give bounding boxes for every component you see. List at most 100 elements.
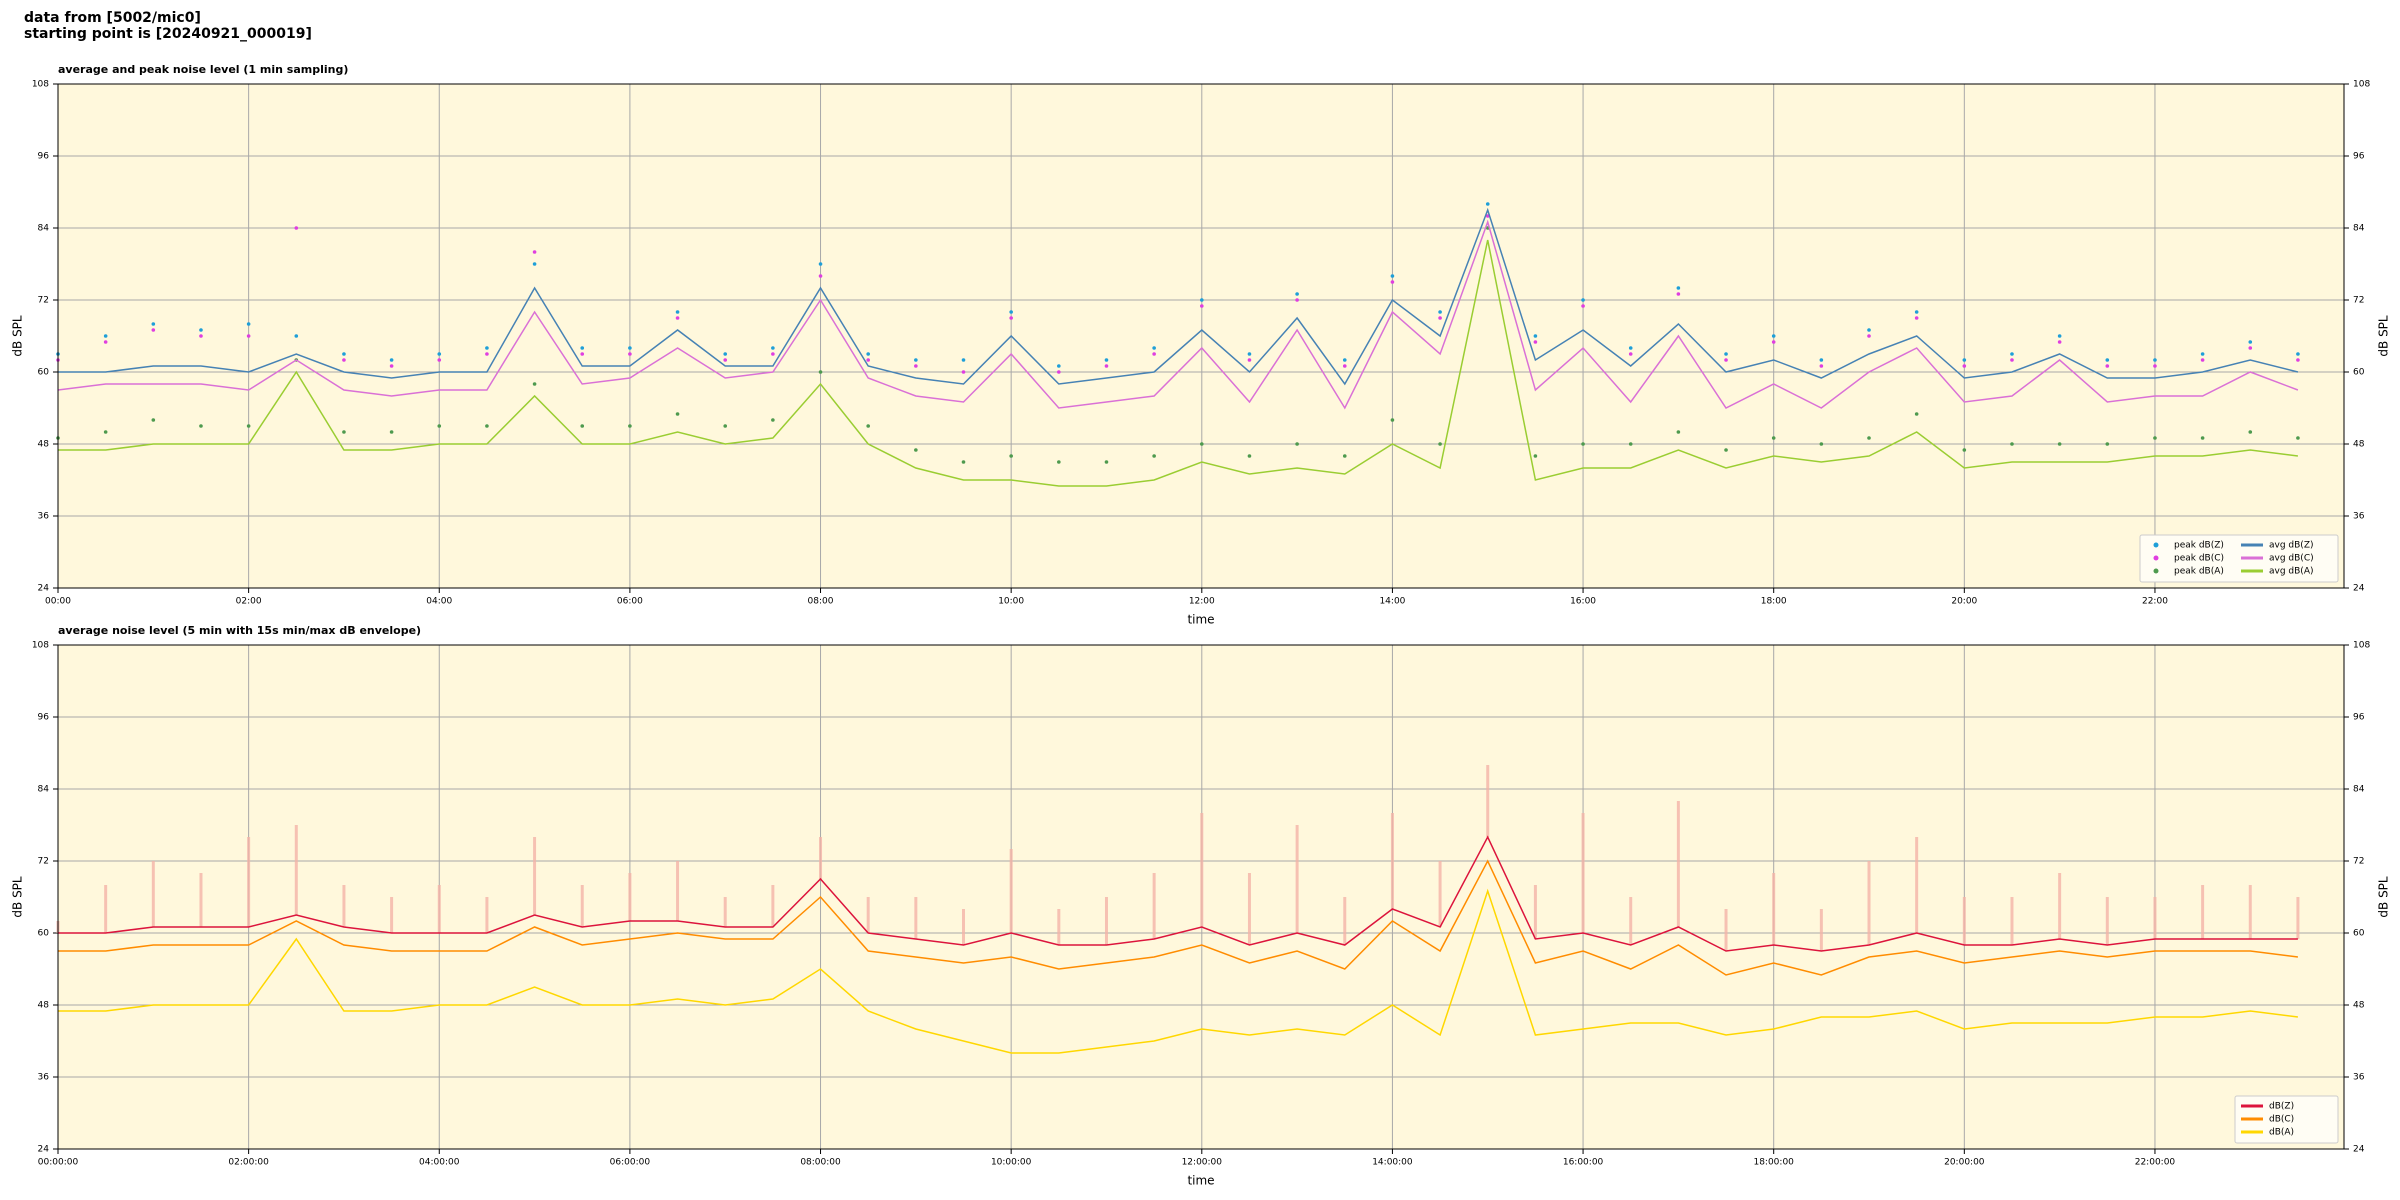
x-tick-label: 04:00 <box>426 597 452 607</box>
peak-point <box>914 364 918 368</box>
peak-point <box>2296 358 2300 362</box>
peak-point <box>1009 454 1013 458</box>
y-tick-label-right: 36 <box>2353 1073 2365 1083</box>
peak-point <box>1533 340 1538 344</box>
peak-point <box>1104 364 1109 368</box>
x-tick-label: 00:00 <box>45 597 71 607</box>
peak-point <box>1438 316 1442 320</box>
peak-point <box>151 328 156 332</box>
x-tick-label: 20:00:00 <box>1944 1158 1985 1168</box>
legend-marker <box>2153 568 2159 574</box>
legend-marker <box>2153 555 2159 561</box>
y-tick-label-right: 108 <box>2353 641 2370 651</box>
peak-point <box>2057 334 2062 338</box>
peak-point <box>294 226 299 230</box>
x-tick-label: 14:00 <box>1379 597 1405 607</box>
legend-label: peak dB(Z) <box>2174 541 2224 551</box>
peak-point <box>1199 442 1204 446</box>
peak-point <box>1342 364 1347 368</box>
peak-point <box>199 424 203 428</box>
y-axis-label-right: dB SPL <box>2377 876 2391 918</box>
y-tick-label-right: 72 <box>2353 857 2364 867</box>
peak-point <box>342 352 346 356</box>
x-tick-label: 08:00:00 <box>800 1158 841 1168</box>
peak-point <box>1581 304 1585 308</box>
x-tick-label: 10:00:00 <box>991 1158 1032 1168</box>
x-tick-label: 08:00 <box>808 597 834 607</box>
peak-point <box>1867 436 1871 440</box>
peak-point <box>246 334 251 338</box>
peak-point <box>1914 412 1919 416</box>
peak-point <box>818 370 823 374</box>
peak-point <box>771 346 775 350</box>
y-tick-label-right: 60 <box>2353 368 2365 378</box>
peak-point <box>1199 298 1204 302</box>
peak-point <box>199 328 203 332</box>
y-tick-label-right: 48 <box>2353 440 2365 450</box>
peak-point <box>580 352 585 356</box>
legend-label: peak dB(C) <box>2174 554 2224 564</box>
y-tick-label: 84 <box>38 224 50 234</box>
peak-point <box>1057 364 1061 368</box>
peak-point <box>1152 352 1156 356</box>
peak-point <box>723 352 728 356</box>
peak-point <box>866 358 870 362</box>
peak-point <box>485 346 489 350</box>
peak-point <box>1390 280 1395 284</box>
y-tick-label-right: 108 <box>2353 80 2370 90</box>
peak-point <box>1628 346 1633 350</box>
peak-point <box>1295 298 1299 302</box>
x-tick-label: 04:00:00 <box>419 1158 460 1168</box>
peak-point <box>580 424 585 428</box>
peak-point <box>961 460 966 464</box>
peak-point <box>2057 340 2062 344</box>
y-axis-label-right: dB SPL <box>2377 315 2391 357</box>
peak-point <box>103 334 108 338</box>
peak-point <box>151 418 156 422</box>
peak-point <box>2057 442 2062 446</box>
peak-point <box>1724 448 1728 452</box>
y-tick-label: 60 <box>38 929 50 939</box>
peak-point <box>1390 274 1395 278</box>
x-tick-label: 12:00 <box>1189 597 1215 607</box>
y-tick-label: 36 <box>38 512 50 522</box>
y-tick-label-right: 24 <box>2353 1145 2365 1155</box>
peak-point <box>2200 358 2205 362</box>
peak-point <box>1342 454 1347 458</box>
peak-point <box>532 262 537 266</box>
x-tick-label: 14:00:00 <box>1372 1158 1413 1168</box>
peak-point <box>628 424 632 428</box>
y-tick-label-right: 84 <box>2353 785 2365 795</box>
peak-point <box>199 334 203 338</box>
legend-label: peak dB(A) <box>2174 567 2224 577</box>
y-tick-label: 96 <box>38 152 50 162</box>
legend-label: avg dB(A) <box>2269 567 2313 577</box>
peak-point <box>1057 460 1061 464</box>
y-axis-label: dB SPL <box>11 315 25 357</box>
peak-point <box>342 358 346 362</box>
y-tick-label: 72 <box>38 857 49 867</box>
peak-point <box>342 430 346 434</box>
peak-point <box>1628 352 1633 356</box>
x-tick-label: 22:00:00 <box>2135 1158 2176 1168</box>
peak-point <box>723 424 728 428</box>
peak-point <box>1485 202 1490 206</box>
peak-point <box>2010 358 2014 362</box>
x-tick-label: 18:00 <box>1761 597 1787 607</box>
peak-point <box>961 358 966 362</box>
peak-point <box>437 358 442 362</box>
peak-point <box>1867 328 1871 332</box>
peak-point <box>2248 346 2253 350</box>
y-tick-label: 24 <box>38 1145 50 1155</box>
peak-point <box>1771 334 1776 338</box>
peak-point <box>389 430 394 434</box>
peak-point <box>1438 310 1442 314</box>
peak-point <box>866 352 870 356</box>
peak-point <box>723 358 728 362</box>
peak-point <box>2200 436 2205 440</box>
x-tick-label: 12:00:00 <box>1182 1158 1223 1168</box>
peak-point <box>1152 346 1156 350</box>
header-source: data from [5002/mic0] <box>24 10 201 26</box>
peak-point <box>2296 436 2300 440</box>
x-tick-label: 02:00:00 <box>228 1158 269 1168</box>
